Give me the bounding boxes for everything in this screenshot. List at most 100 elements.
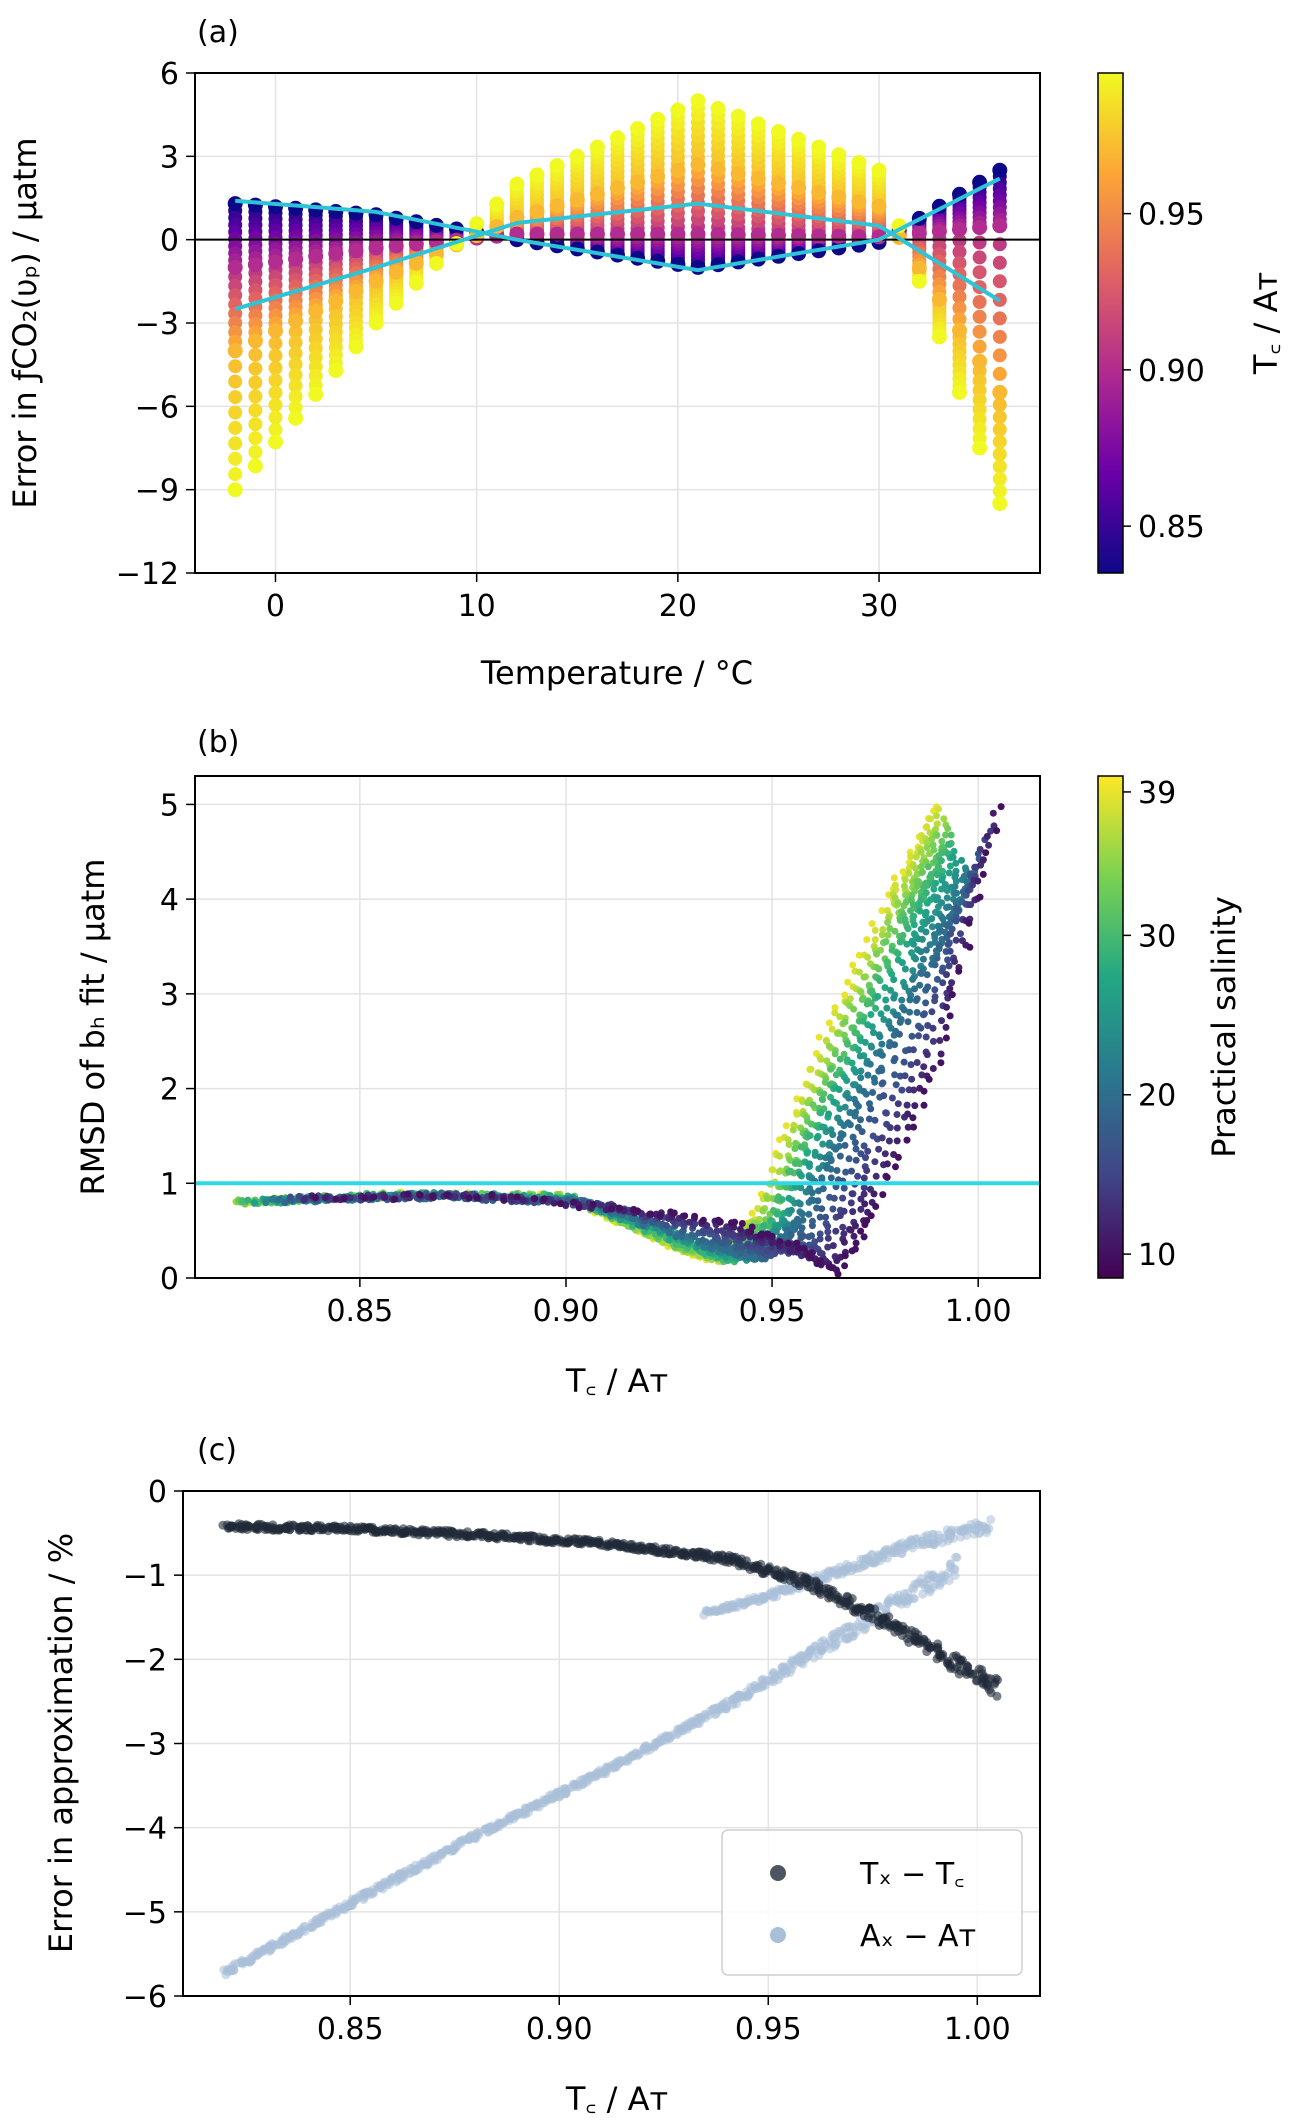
point-b-2-6-88 [977,861,985,869]
ytick-label-b-1: 1 [160,1167,179,1202]
point-a-2-8-1 [248,445,263,459]
point-b-2-6-80 [938,1017,945,1025]
point-a-2-5-3 [288,368,303,382]
point-b-2-8-75 [909,1114,917,1122]
series-a-1-point-6 [348,243,364,259]
series-a-3-point-24 [710,101,726,116]
point-b-2-0-83 [937,927,945,935]
point-b-2-2-65 [852,1145,860,1153]
point-b-1-3-66 [830,1098,838,1106]
point-b-2-3-56 [811,1238,819,1246]
series-a-2-point-8 [388,264,404,280]
point-b-2-4-73 [898,1086,906,1094]
point-b-1-6-58 [796,1200,804,1208]
point-b-2-8-31 [699,1216,707,1224]
point-b-2-8-88 [982,849,990,857]
point-a-2-2-2 [268,348,283,363]
point-b-1-0-66 [819,1096,827,1104]
point-b-1-3-88 [945,869,953,877]
point-b-2-1-80 [931,961,939,969]
point-b-2-8-87 [979,870,987,878]
point-b-2-8-4 [370,1193,378,1201]
point-b-2-8-14 [513,1193,521,1201]
point-b-2-7-72 [893,1137,901,1145]
point-b-2-7-10 [460,1192,467,1200]
point-b-2-6-0 [301,1195,309,1203]
point-a-2-2-1 [248,361,263,376]
point-b-2-3-67 [860,1142,868,1150]
point-b-2-3-76 [915,1032,922,1040]
point-b-2-8-66 [863,1217,871,1224]
point-a-2-6-1 [248,417,263,432]
point-b-2-4-57 [816,1235,824,1243]
point-b-0-1-77 [871,926,879,934]
point-b-0-2-83 [905,869,913,877]
point-b-1-2-73 [867,1011,875,1018]
point-b-1-0-86 [927,870,935,878]
series-a-1-point-20 [630,226,646,242]
point-b-2-5-69 [875,1145,883,1153]
point-b-1-5-89 [952,871,959,879]
series-a-1-point-1 [247,257,263,273]
point-b-2-0-58 [808,1196,815,1204]
point-b-2-4-74 [901,1072,909,1080]
point-b-2-8-46 [795,1244,803,1252]
point-b-2-8-18 [570,1198,578,1206]
point-b-0-0-70 [825,1019,833,1027]
point-a-2-8-38 [992,484,1007,499]
point-b-1-5-80 [918,935,926,943]
point-b-1-5-68 [850,1081,857,1089]
point-b-1-3-83 [922,908,930,916]
point-b-0-3-90 [940,815,948,823]
point-b-2-4-39 [744,1240,752,1248]
series-c-0-point-39 [258,1945,268,1955]
series-a-2-point-31 [851,194,867,210]
point-b-2-4-59 [824,1222,832,1230]
point-b-0-4-70 [834,1029,841,1037]
point-b-1-1-87 [939,867,947,875]
point-b-0-7-68 [827,1065,835,1073]
point-b-2-2-59 [818,1205,826,1213]
point-b-2-3-69 [871,1116,879,1124]
point-b-2-5-57 [824,1243,832,1251]
ytick-label-a-6: 6 [160,57,179,92]
point-a-2-5-37 [972,402,987,417]
point-a-2-1-2 [268,336,283,351]
point-b-2-4-67 [862,1154,869,1162]
point-b-2-6-89 [985,841,993,849]
series-a-3-point-27 [771,124,786,140]
point-a-2-7-1 [248,431,263,446]
point-a-2-2-3 [288,335,303,350]
point-b-1-7-82 [931,931,938,939]
point-b-0-1-60 [769,1166,777,1174]
point-b-1-2-90 [950,847,958,855]
series-a-3-point-37 [972,440,988,456]
series-a-0-point-6 [348,205,364,221]
point-a-2-4-1 [248,389,263,404]
xtick-label-b-1: 0.90 [533,1294,600,1329]
point-b-1-4-90 [958,856,966,864]
point-b-1-5-66 [841,1103,849,1111]
point-b-1-3-89 [952,859,960,867]
y-axis-label-a: Error in ƒCO₂(υₚ) / µatm [6,137,44,508]
point-b-0-5-90 [944,825,952,832]
point-b-2-8-81 [946,1012,954,1020]
series-a-2-point-7 [368,273,384,289]
point-b-2-7-21 [602,1206,610,1214]
point-a-1-3-37 [972,265,987,280]
point-a-1-7-36 [952,301,967,315]
ytick-label-a-3: −3 [135,307,179,342]
point-b-1-0-80 [901,915,909,923]
point-b-1-7-0 [268,1195,276,1203]
point-b-1-0-61 [796,1160,804,1168]
point-b-2-7-1 [321,1194,329,1202]
point-b-2-8-50 [807,1254,815,1261]
point-b-2-8-30 [691,1212,699,1220]
series-a-3-point-23 [690,93,706,109]
point-b-1-1-56 [767,1216,775,1224]
point-b-1-0-60 [785,1168,793,1176]
point-b-2-6-79 [936,1037,944,1044]
point-b-2-4-76 [909,1046,917,1054]
point-b-1-6-0 [262,1199,270,1207]
